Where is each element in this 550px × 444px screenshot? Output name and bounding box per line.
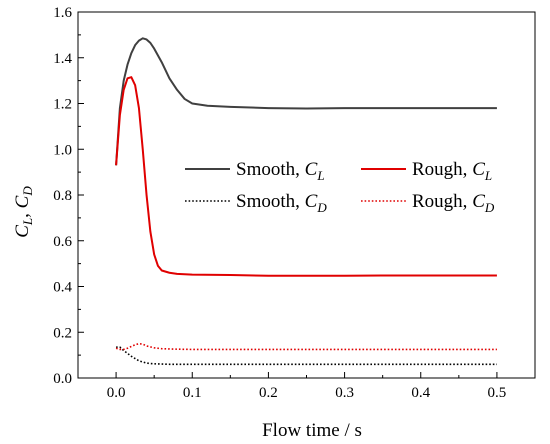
series-line-smooth-cl xyxy=(115,37,497,166)
y-tick-label: 0.8 xyxy=(53,188,72,204)
legend-label-rough-cl: Rough, CL xyxy=(412,159,492,183)
series-line-rough-cd xyxy=(115,342,497,351)
legend: Smooth, CL Rough, CL Smooth, CD Rough, C… xyxy=(185,159,495,215)
legend-item-rough-cl: Rough, CL xyxy=(361,159,492,183)
legend-item-smooth-cl: Smooth, CL xyxy=(185,159,325,183)
legend-label-rough-cl-var: C xyxy=(472,159,485,180)
series-line-rough-cl xyxy=(115,76,497,277)
y-axis-title: CL, CD xyxy=(12,186,35,238)
legend-label-smooth-cl: Smooth, CL xyxy=(236,159,325,183)
y-tick-label: 1.0 xyxy=(53,142,72,158)
y-axis-title-sub2: D xyxy=(20,186,35,197)
y-tick-label: 0.2 xyxy=(53,325,72,341)
y-tick-label: 0.4 xyxy=(53,280,72,296)
legend-label-rough-cd-prefix: Rough, xyxy=(412,191,472,212)
legend-label-rough-cl-prefix: Rough, xyxy=(412,159,472,180)
x-tick-label: 0.4 xyxy=(411,385,430,401)
x-tick-label: 0.0 xyxy=(107,385,126,401)
y-axis-title-var2: C xyxy=(12,195,33,208)
legend-label-smooth-cl-prefix: Smooth, xyxy=(236,159,305,180)
x-tick-label: 0.1 xyxy=(183,385,202,401)
legend-label-smooth-cl-sub: L xyxy=(316,168,324,183)
legend-label-rough-cd-sub: D xyxy=(484,200,495,215)
y-tick-label: 0.0 xyxy=(53,371,72,387)
x-tick-label: 0.2 xyxy=(259,385,278,401)
legend-label-rough-cl-sub: L xyxy=(484,168,492,183)
legend-label-smooth-cl-var: C xyxy=(305,159,318,180)
legend-item-smooth-cd: Smooth, CD xyxy=(185,191,327,215)
y-axis-title-sep: , xyxy=(12,208,33,218)
x-axis-title: Flow time / s xyxy=(262,420,362,441)
legend-label-smooth-cd-var: C xyxy=(305,191,318,212)
y-tick-label: 1.4 xyxy=(53,51,72,67)
legend-item-rough-cd: Rough, CD xyxy=(361,191,495,215)
legend-label-rough-cd: Rough, CD xyxy=(412,191,495,215)
y-axis-title-var1: C xyxy=(12,225,33,238)
y-tick-label: 0.6 xyxy=(53,234,72,250)
x-tick-label: 0.3 xyxy=(335,385,354,401)
legend-label-rough-cd-var: C xyxy=(472,191,485,212)
legend-label-smooth-cd-prefix: Smooth, xyxy=(236,191,305,212)
x-tick-label: 0.5 xyxy=(488,385,507,401)
y-tick-label: 1.2 xyxy=(53,97,72,113)
y-axis: 0.0 0.2 0.4 0.6 0.8 1.0 1.2 1.4 1.6 xyxy=(53,5,84,387)
x-axis: 0.0 0.1 0.2 0.3 0.4 0.5 xyxy=(107,372,507,401)
legend-label-smooth-cd: Smooth, CD xyxy=(236,191,327,215)
legend-label-smooth-cd-sub: D xyxy=(316,200,327,215)
series-layer xyxy=(115,37,497,366)
y-tick-label: 1.6 xyxy=(53,5,72,21)
y-axis-title-sub1: L xyxy=(20,218,35,226)
